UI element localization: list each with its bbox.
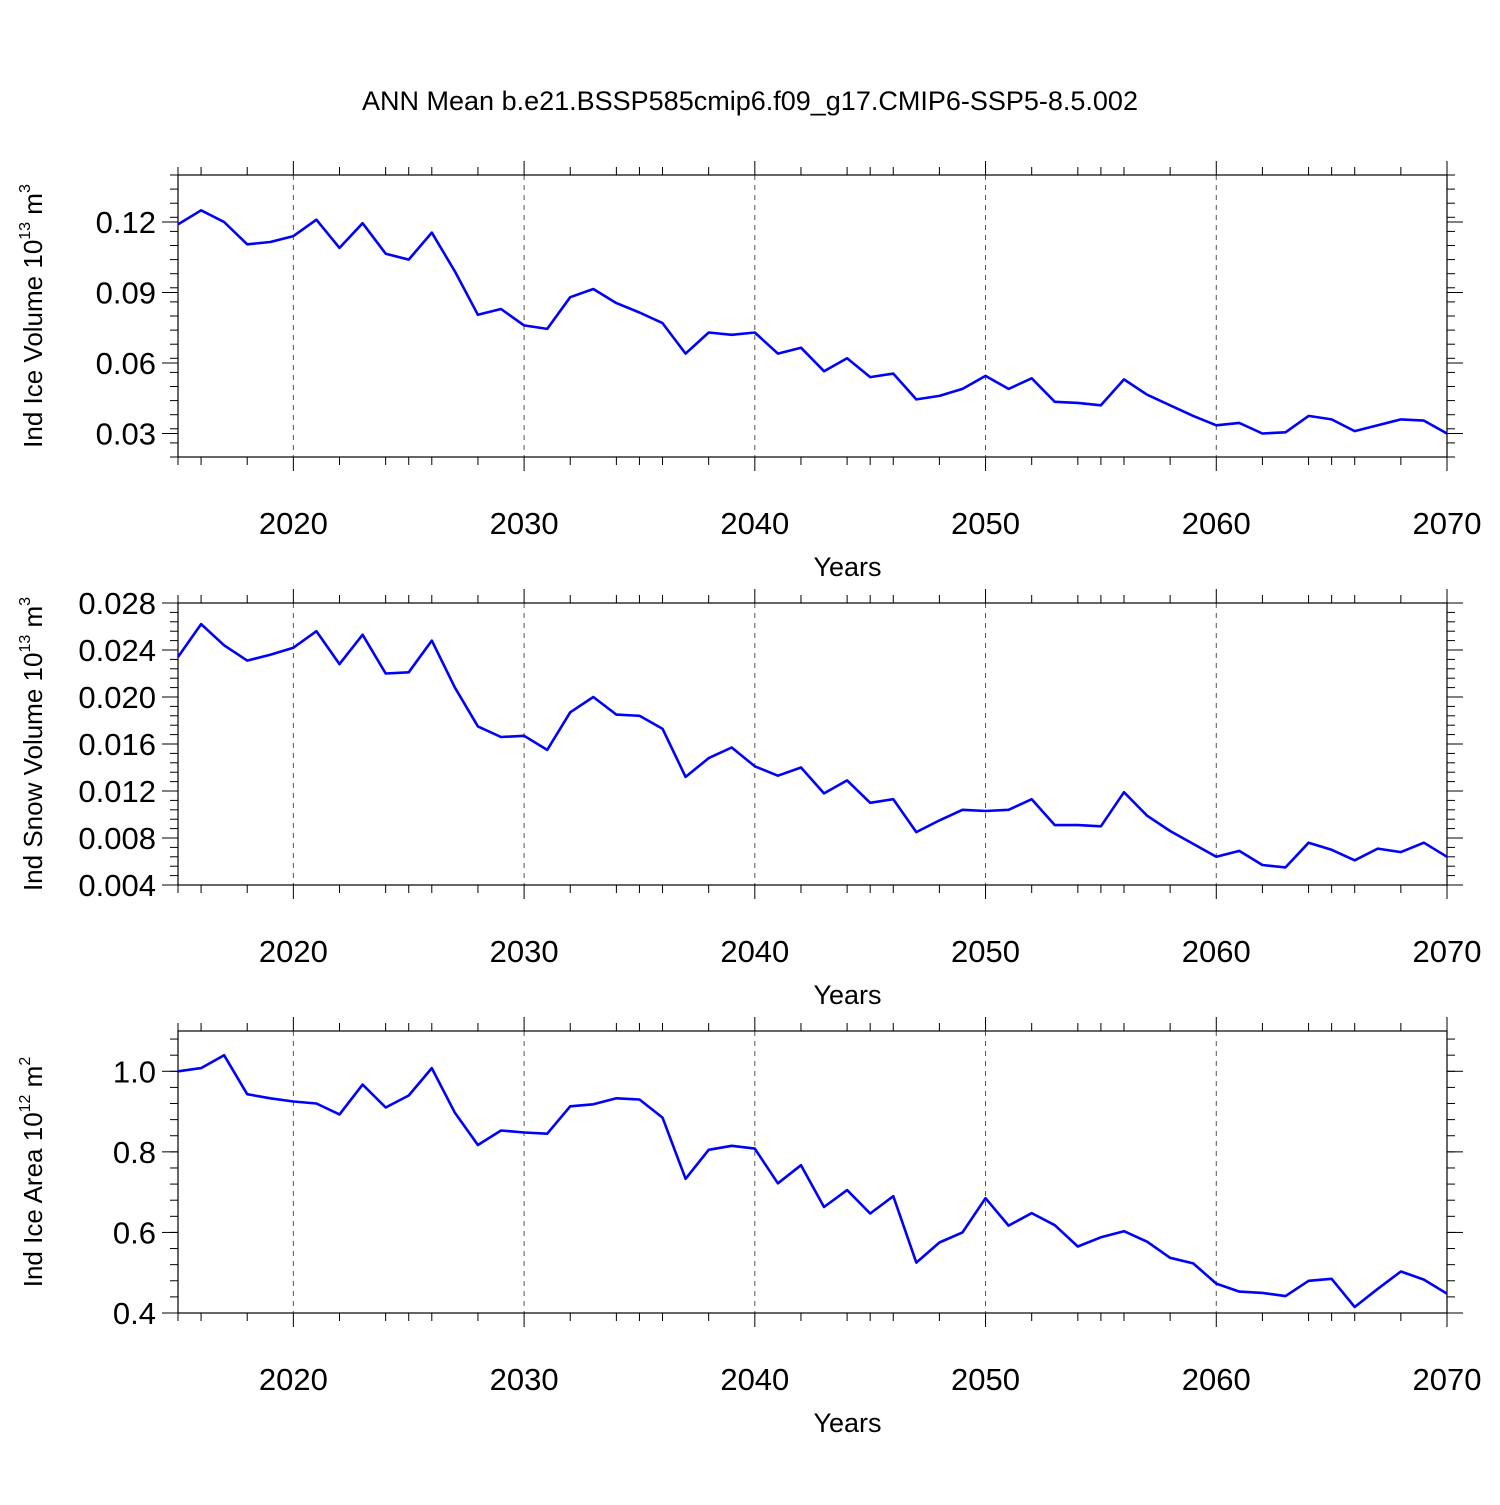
x-tick-label: 2040 bbox=[720, 1362, 789, 1397]
y-axis-label: Ind Snow Volume 1013 m3 bbox=[17, 597, 48, 891]
chart-panel-1: 2020 2030 2040 2050 2060 2070 0.03 0.06 0.09 0.12… bbox=[17, 161, 1481, 582]
chart-title: ANN Mean b.e21.BSSP585cmip6.f09_g17.CMIP… bbox=[362, 86, 1138, 116]
y-tick-label: 1.0 bbox=[113, 1054, 156, 1089]
x-tick-label: 2060 bbox=[1182, 506, 1251, 541]
x-tick-label: 2020 bbox=[259, 1362, 328, 1397]
x-tick-label: 2050 bbox=[951, 1362, 1020, 1397]
x-tick-label: 2030 bbox=[490, 506, 559, 541]
plot-frame bbox=[177, 1030, 1448, 1314]
x-tick-label: 2040 bbox=[720, 506, 789, 541]
y-tick-label: 0.03 bbox=[96, 417, 156, 452]
y-tick-label: 0.12 bbox=[96, 205, 156, 240]
x-tick-label: 2050 bbox=[951, 506, 1020, 541]
y-tick-label: 0.09 bbox=[96, 276, 156, 311]
x-tick-label: 2070 bbox=[1413, 506, 1482, 541]
y-tick-label: 0.008 bbox=[78, 821, 156, 856]
x-axis-label: Years bbox=[813, 980, 881, 1010]
x-tick-label: 2040 bbox=[720, 934, 789, 969]
y-tick-label: 0.06 bbox=[96, 346, 156, 381]
x-tick-label: 2060 bbox=[1182, 934, 1251, 969]
y-axis-label: Ind Ice Area 1012 m2 bbox=[17, 1057, 48, 1288]
series-line-1 bbox=[177, 209, 1448, 435]
x-axis-label: Years bbox=[813, 1408, 881, 1438]
y-tick-label: 0.016 bbox=[78, 727, 156, 762]
chart-panel-2: 2020 2030 2040 2050 2060 2070 0.004 0.008 0.012 0… bbox=[17, 586, 1481, 1010]
x-axis-label: Years bbox=[813, 552, 881, 582]
x-tick-label: 2070 bbox=[1413, 934, 1482, 969]
x-tick-label: 2060 bbox=[1182, 1362, 1251, 1397]
x-tick-label: 2050 bbox=[951, 934, 1020, 969]
plot-frame bbox=[177, 174, 1448, 458]
x-tick-label: 2070 bbox=[1413, 1362, 1482, 1397]
chart-panel-3: 2020 2030 2040 2050 2060 2070 0.4 0.6 0.8 1.0 Year… bbox=[17, 1017, 1481, 1438]
series-line-1 bbox=[176, 622, 1448, 869]
x-tick-label: 2020 bbox=[259, 506, 328, 541]
y-tick-label: 0.028 bbox=[78, 586, 156, 621]
y-tick-label: 0.024 bbox=[78, 633, 156, 668]
y-tick-label: 0.8 bbox=[113, 1135, 156, 1170]
y-axis-label: Ind Ice Volume 1013 m3 bbox=[17, 184, 48, 448]
x-tick-label: 2030 bbox=[490, 1362, 559, 1397]
y-tick-label: 0.6 bbox=[113, 1215, 156, 1250]
x-tick-label: 2020 bbox=[259, 934, 328, 969]
y-tick-label: 0.4 bbox=[113, 1296, 156, 1331]
y-tick-label: 0.004 bbox=[78, 868, 156, 903]
x-tick-label: 2030 bbox=[490, 934, 559, 969]
y-tick-label: 0.012 bbox=[78, 774, 156, 809]
y-tick-label: 0.020 bbox=[78, 680, 156, 715]
series-line-1 bbox=[177, 1053, 1448, 1309]
